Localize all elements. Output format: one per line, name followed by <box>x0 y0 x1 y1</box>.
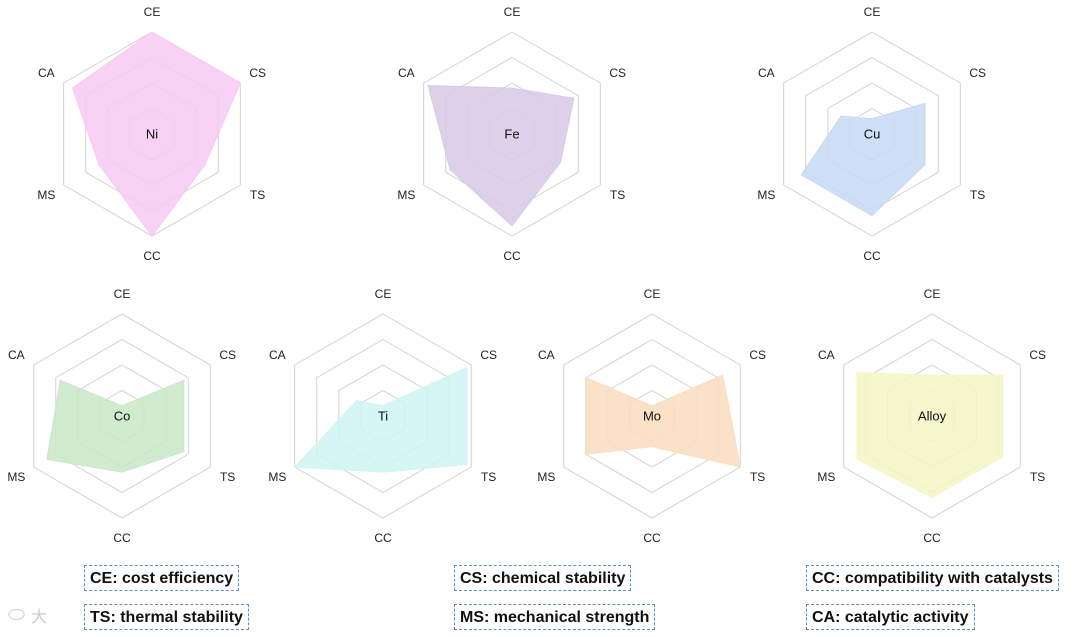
axis-label-ms: MS <box>37 188 55 202</box>
radar-gridline <box>55 338 189 494</box>
axis-label-ce: CE <box>924 287 941 301</box>
radar-center-label: Ti <box>378 409 388 424</box>
axis-label-ca: CA <box>8 348 25 362</box>
axis-label-ts: TS <box>250 188 265 202</box>
radar-gridline <box>843 313 1021 519</box>
axis-label-ms: MS <box>757 188 775 202</box>
radar-center-label: Ni <box>146 127 158 142</box>
axis-label-cs: CS <box>1029 348 1046 362</box>
axis-label-ts: TS <box>1030 470 1045 484</box>
legend-ts: TS: thermal stability <box>84 604 249 630</box>
watermark-text: 大 <box>31 609 48 626</box>
axis-label-ce: CE <box>644 287 661 301</box>
axis-label-ca: CA <box>758 66 775 80</box>
axis-label-ms: MS <box>7 470 25 484</box>
watermark-logo-icon: ⬭ <box>8 603 26 626</box>
radar-alloy: CE CS TS CC MS CA Alloy <box>817 287 1046 545</box>
radar-series-mo <box>585 374 741 468</box>
legend-ce: CE: cost efficiency <box>84 565 240 591</box>
axis-label-ca: CA <box>38 66 55 80</box>
axis-label-ca: CA <box>398 66 415 80</box>
axis-label-ms: MS <box>268 470 286 484</box>
radar-series-fe <box>427 85 575 227</box>
axis-label-ce: CE <box>504 5 521 19</box>
axis-label-cc: CC <box>503 249 521 263</box>
radar-mo: CE CS TS CC MS CA Mo <box>537 287 766 545</box>
axis-label-cs: CS <box>749 348 766 362</box>
radar-center-label: Mo <box>643 409 661 424</box>
axis-label-ts: TS <box>610 188 625 202</box>
radar-gridline <box>563 313 741 519</box>
radar-series-ni <box>71 31 241 237</box>
axis-label-cc: CC <box>374 531 392 545</box>
watermark: ⬭ 大 <box>8 602 47 628</box>
axis-label-cs: CS <box>480 348 497 362</box>
axis-label-ms: MS <box>397 188 415 202</box>
axis-label-ce: CE <box>375 287 392 301</box>
radar-gridline <box>294 313 472 519</box>
axis-label-cc: CC <box>863 249 881 263</box>
radar-gridline <box>33 313 211 519</box>
legend-ca: CA: catalytic activity <box>806 604 975 630</box>
radar-series-co <box>46 379 185 473</box>
axis-label-cc: CC <box>643 531 661 545</box>
axis-label-ca: CA <box>269 348 286 362</box>
radar-series-cu <box>800 102 926 217</box>
axis-label-ts: TS <box>970 188 985 202</box>
radar-cu: CE CS TS CC MS CA Cu <box>757 5 986 263</box>
radar-co: CE CS TS CC MS CA Co <box>7 287 236 545</box>
radar-series-alloy <box>856 372 1004 499</box>
radar-fe: CE CS TS CC MS CA Fe <box>397 5 626 263</box>
radar-center-label: Cu <box>864 127 881 142</box>
axis-label-cc: CC <box>113 531 131 545</box>
axis-label-ca: CA <box>538 348 555 362</box>
axis-label-cs: CS <box>219 348 236 362</box>
axis-label-ms: MS <box>817 470 835 484</box>
axis-label-ts: TS <box>750 470 765 484</box>
radar-ni: CE CS TS CC MS CA Ni <box>37 5 266 263</box>
axis-label-cs: CS <box>249 66 266 80</box>
radar-gridline <box>423 31 601 237</box>
legend-ms: MS: mechanical strength <box>454 604 656 630</box>
radar-gridline <box>783 31 961 237</box>
legend-cs: CS: chemical stability <box>454 565 632 591</box>
axis-label-ce: CE <box>144 5 161 19</box>
axis-label-cc: CC <box>143 249 161 263</box>
axis-label-ca: CA <box>818 348 835 362</box>
axis-label-cc: CC <box>923 531 941 545</box>
axis-label-ce: CE <box>114 287 131 301</box>
axis-label-ms: MS <box>537 470 555 484</box>
axis-label-ts: TS <box>481 470 496 484</box>
radar-center-label: Fe <box>504 127 519 142</box>
legend-cc: CC: compatibility with catalysts <box>806 565 1059 591</box>
radar-chart-grid: CE CS TS CC MS CA Ni CE CS TS CC MS CA Fe CE CS TS CC MS CA… <box>7 5 1046 545</box>
radar-series-ti <box>293 366 468 473</box>
axis-label-ce: CE <box>864 5 881 19</box>
radar-ti: CE CS TS CC MS CA Ti <box>268 287 497 545</box>
axis-label-cs: CS <box>609 66 626 80</box>
axis-label-cs: CS <box>969 66 986 80</box>
radar-center-label: Alloy <box>918 409 947 424</box>
radar-center-label: Co <box>114 409 131 424</box>
axis-label-ts: TS <box>220 470 235 484</box>
